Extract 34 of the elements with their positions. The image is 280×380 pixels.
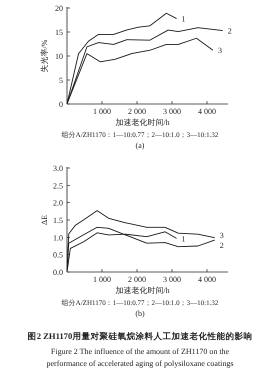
y-tick-label: 10 xyxy=(55,52,63,61)
series-label: 1 xyxy=(182,14,186,24)
y-tick-label: 3.0 xyxy=(53,164,63,173)
x-axis-title: 加速老化时间/h xyxy=(115,118,170,127)
y-tick-label: 1.5 xyxy=(53,216,63,225)
x-tick-label: 4 000 xyxy=(198,275,216,284)
y-tick-label: 20 xyxy=(55,4,63,13)
y-tick-label: 0.0 xyxy=(53,268,63,277)
series-label: 1 xyxy=(182,234,186,244)
caption: 图2 ZH1170用量对聚硅氧烷涂料人工加速老化性能的影响 xyxy=(28,331,252,341)
series-label: 3 xyxy=(218,46,222,56)
series-label: 2 xyxy=(220,241,224,250)
y-axis-title: ΔE xyxy=(40,214,49,226)
y-tick-label: 1.0 xyxy=(53,233,63,242)
caption: Figure 2 The influence of the amount of ZH1170 on the performance of accelerated aging of polysiloxane coatings xyxy=(46,347,234,368)
x-tick-label: 1 000 xyxy=(93,275,111,284)
x-tick-label: 1 000 xyxy=(93,107,111,116)
x-axis-title: 加速老化时间/h xyxy=(115,286,170,295)
x-tick-label: 3 000 xyxy=(163,107,181,116)
y-tick-label: 2.0 xyxy=(53,198,63,208)
y-tick-label: 0.5 xyxy=(53,250,63,260)
y-tick-label: 0 xyxy=(59,100,63,109)
y-axis-title: 失光率/% xyxy=(40,39,49,72)
text: (b) xyxy=(135,309,145,318)
text: (a) xyxy=(136,141,145,150)
x-tick-label: 2 000 xyxy=(128,275,146,284)
series-label: 3 xyxy=(220,231,224,240)
y-tick-label: 15 xyxy=(55,28,63,37)
y-tick-label: 5 xyxy=(59,76,63,85)
x-tick-label: 4 000 xyxy=(198,107,216,116)
x-tick-label: 2 000 xyxy=(128,107,146,116)
x-tick-label: 3 000 xyxy=(163,275,181,284)
y-tick-label: 2.5 xyxy=(53,181,63,190)
series-label: 2 xyxy=(228,26,232,36)
